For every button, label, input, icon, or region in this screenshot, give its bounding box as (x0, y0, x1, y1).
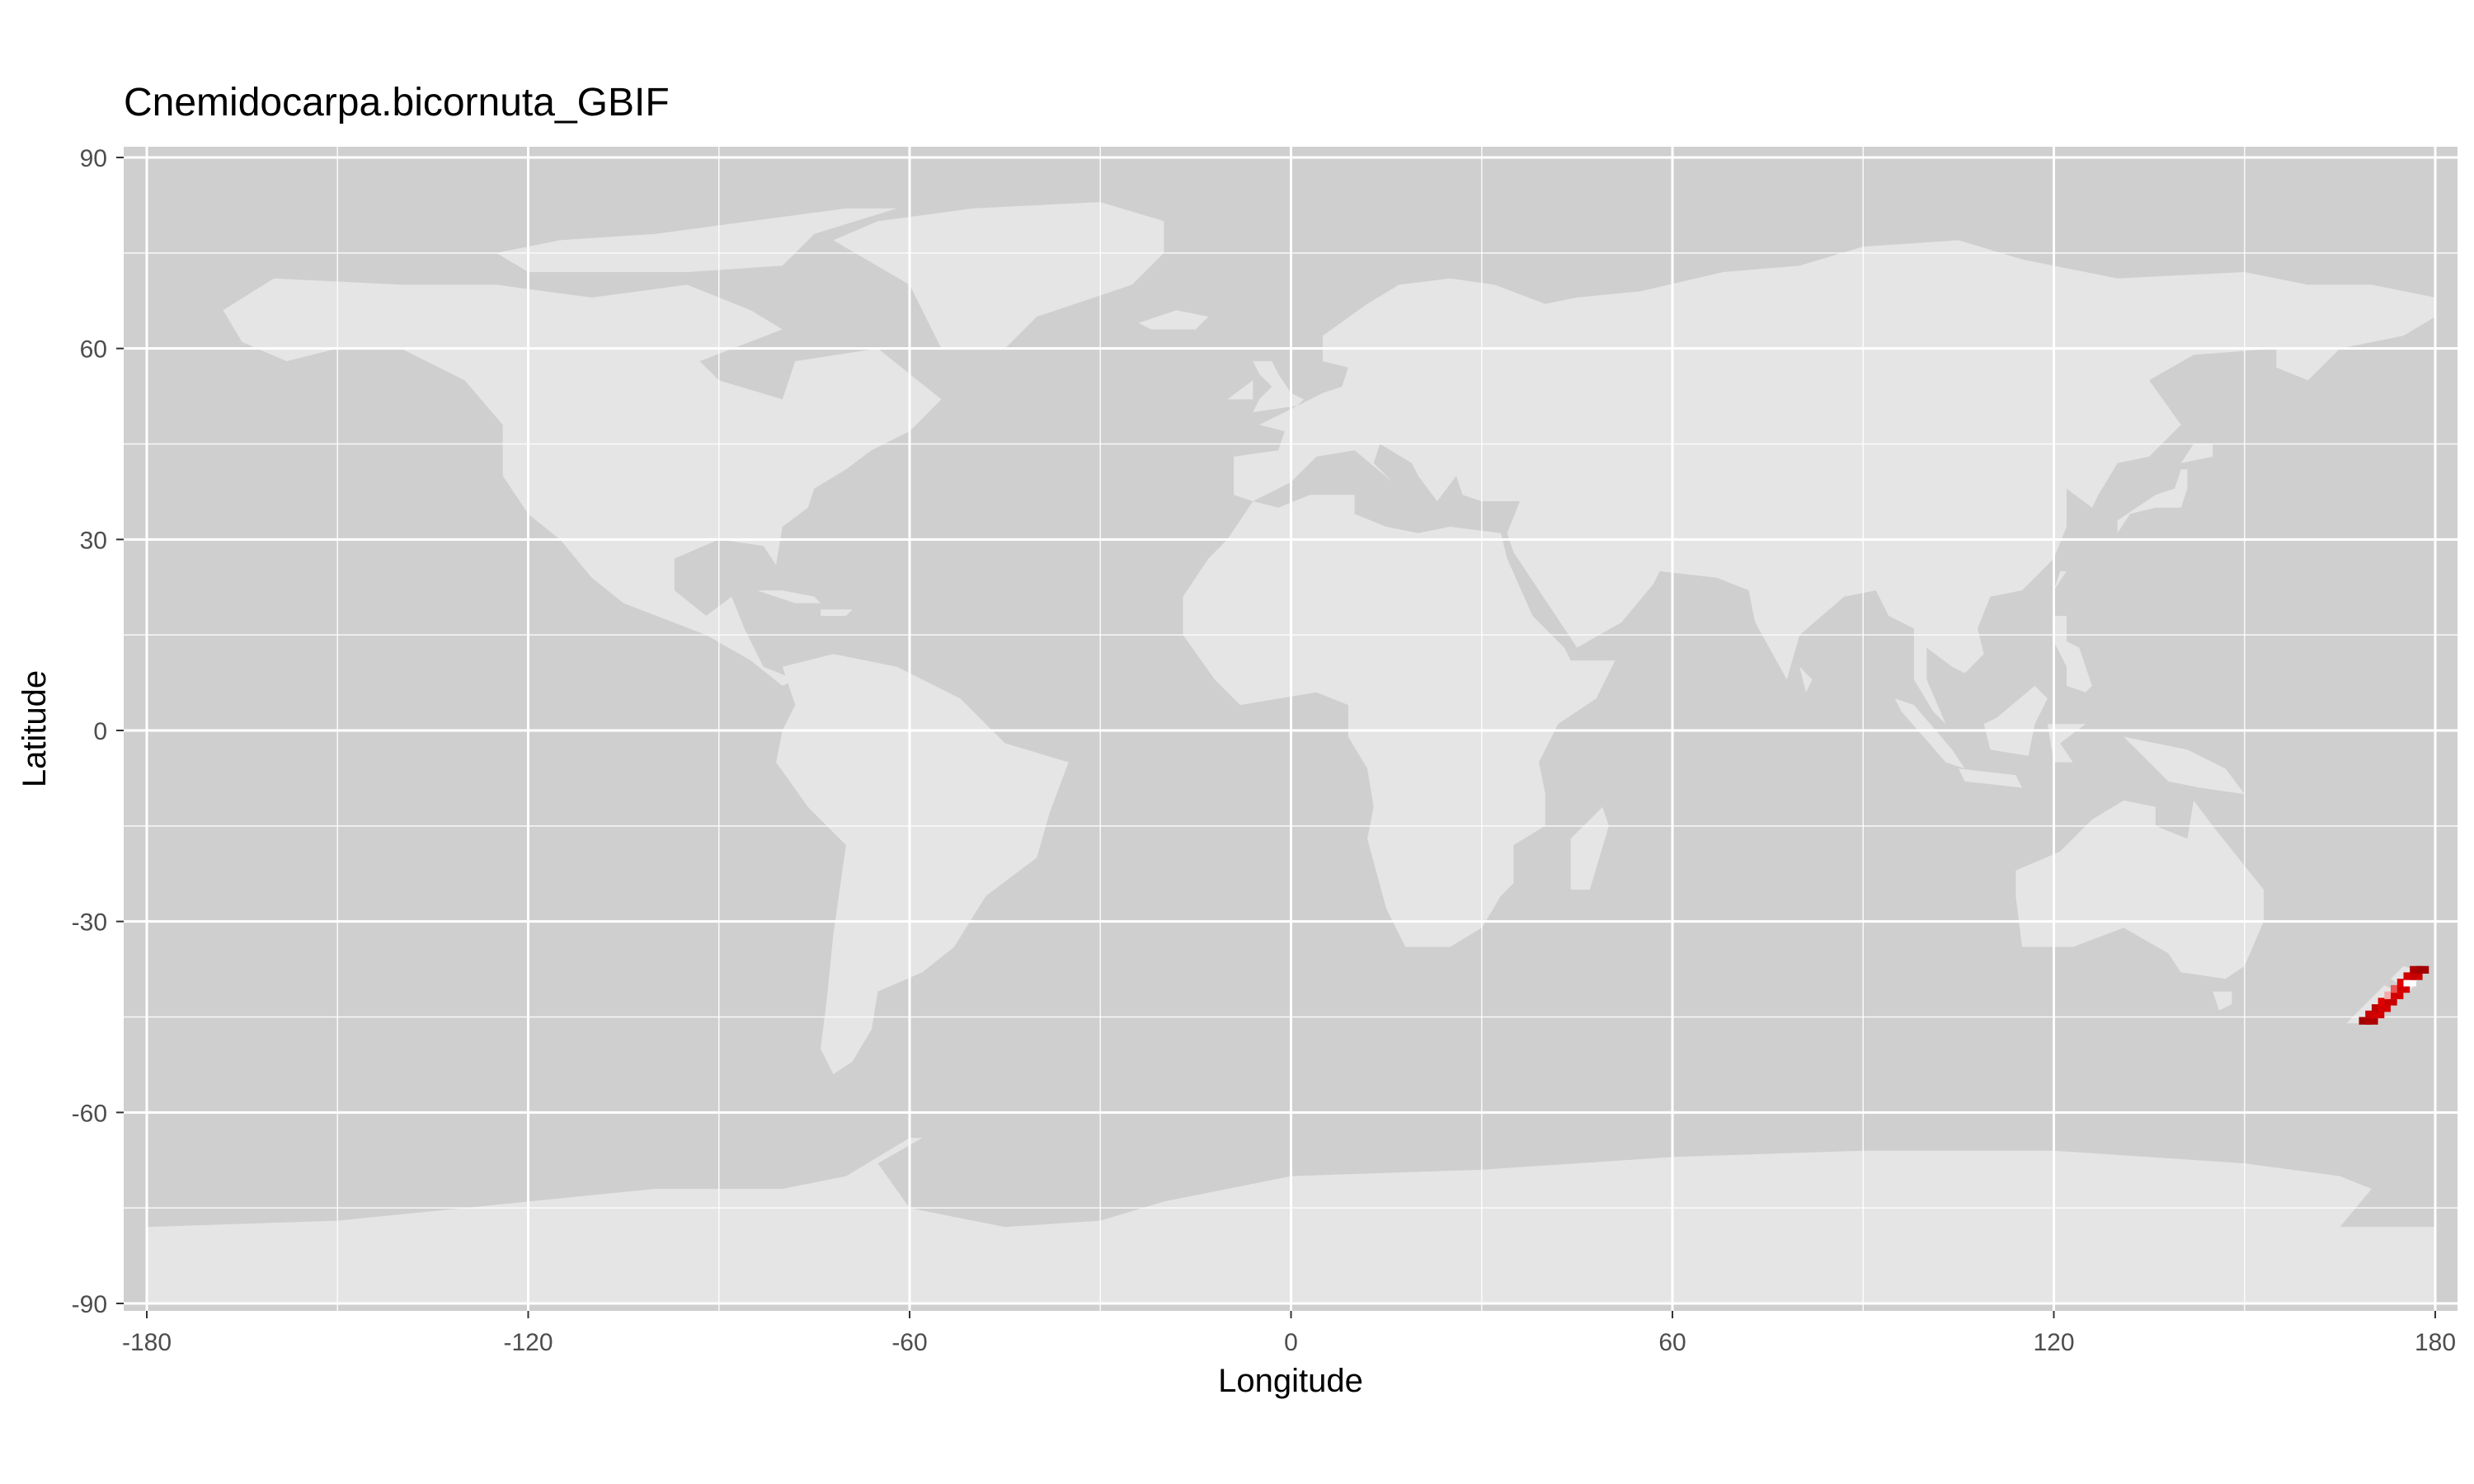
occurrence-cell (2415, 965, 2429, 974)
land-polygon (496, 208, 897, 272)
occurrence-cell (2371, 1004, 2385, 1012)
occurrence-cell (2410, 972, 2423, 980)
grid-layer (124, 147, 2458, 1311)
land-polygon (833, 202, 1164, 349)
land-polygon (2124, 736, 2245, 795)
land-polygon (2015, 800, 2264, 979)
land-polygon (776, 654, 1069, 1074)
land-polygon (2117, 469, 2188, 533)
y-tick-label: 0 (93, 718, 107, 745)
occurrence-cell (2396, 984, 2411, 993)
land-polygon (1958, 768, 2022, 788)
occurrence-cell (2378, 1004, 2391, 1012)
land-polygon (1234, 240, 2435, 725)
x-tick-label: 180 (2415, 1329, 2456, 1356)
land-polygon (1799, 666, 1813, 693)
occurrence-layer (2359, 965, 2429, 1025)
land-polygon (1227, 380, 1253, 400)
y-tick-label: -90 (72, 1291, 107, 1318)
occurrence-cell (2403, 979, 2416, 987)
land-polygon (1138, 310, 1209, 330)
x-axis-title: Longitude (1218, 1363, 1363, 1399)
y-tick-label: -30 (72, 909, 107, 937)
occurrence-cell (2391, 991, 2404, 999)
land-polygon (821, 609, 853, 616)
x-tick-label: 120 (2033, 1329, 2074, 1356)
land-polygon (2053, 571, 2067, 591)
axis-ticks: -180 -120 -60 0 60 120 180 90 60 30 0 -30 -60 -90 (72, 145, 2456, 1356)
land-polygon (2047, 724, 2086, 763)
x-tick-label: -120 (503, 1329, 553, 1356)
occurrence-cell (2384, 998, 2397, 1006)
land-polygon (757, 590, 821, 603)
x-tick-label: 60 (1658, 1329, 1686, 1356)
land-polygon (1894, 698, 1965, 769)
occurrence-cell (2371, 1010, 2385, 1019)
chart-title: Cnemidocarpa.bicornuta_GBIF (124, 81, 670, 124)
occurrence-cell (2365, 1017, 2378, 1025)
land-polygon (2180, 444, 2213, 463)
y-axis-title: Latitude (16, 670, 53, 787)
x-tick-label: -180 (122, 1329, 172, 1356)
y-tick-label: 30 (80, 527, 107, 554)
x-tick-label: -60 (891, 1329, 927, 1356)
x-tick-label: 0 (1284, 1329, 1298, 1356)
land-polygon (1983, 685, 2048, 756)
land-polygon (2213, 991, 2232, 1011)
y-tick-label: 60 (80, 336, 107, 364)
y-tick-label: 90 (80, 145, 107, 172)
y-tick-label: -60 (72, 1100, 107, 1127)
land-polygon (223, 278, 942, 686)
land-polygon (1570, 806, 1609, 890)
occurrence-cell (2391, 984, 2404, 993)
